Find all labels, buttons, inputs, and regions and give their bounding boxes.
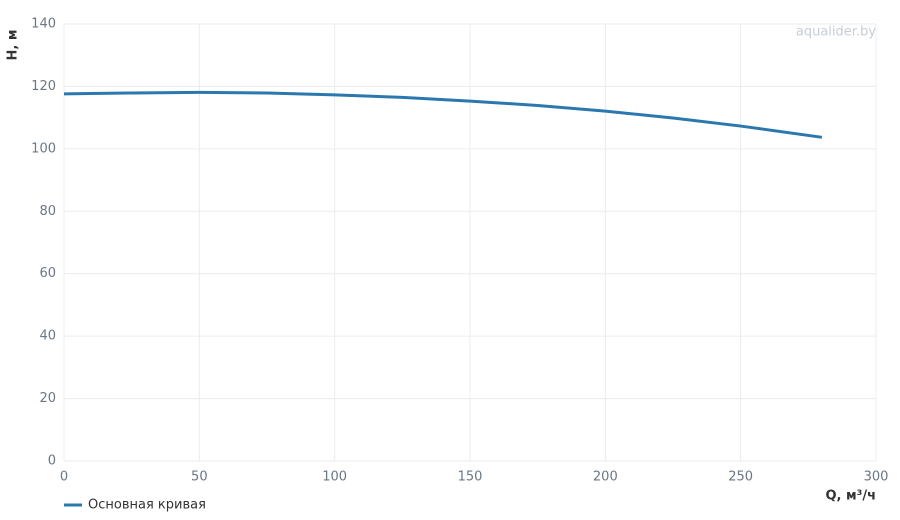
y-tick-label: 40 — [39, 329, 56, 344]
y-tick-label: 80 — [39, 204, 56, 219]
x-tick-label: 200 — [593, 470, 618, 485]
legend-label[interactable]: Основная кривая — [88, 498, 206, 513]
y-tick-label: 20 — [39, 391, 56, 406]
x-tick-label: 50 — [191, 470, 208, 485]
y-tick-label: 0 — [48, 454, 56, 469]
series-line — [63, 90, 823, 139]
y-tick-label: 60 — [39, 266, 56, 281]
x-tick-label: 100 — [322, 470, 347, 485]
x-tick-label: 250 — [728, 470, 753, 485]
y-tick-label: 140 — [31, 17, 56, 32]
y-tick-label: 120 — [31, 79, 56, 94]
y-axis-title: H, м — [6, 30, 21, 61]
x-tick-label: 0 — [60, 470, 68, 485]
x-axis-title: Q, м³/ч — [825, 489, 876, 504]
x-tick-label: 300 — [864, 470, 889, 485]
watermark: aqualider.by — [796, 25, 876, 40]
x-tick-label: 150 — [458, 470, 483, 485]
y-tick-label: 100 — [31, 141, 56, 156]
